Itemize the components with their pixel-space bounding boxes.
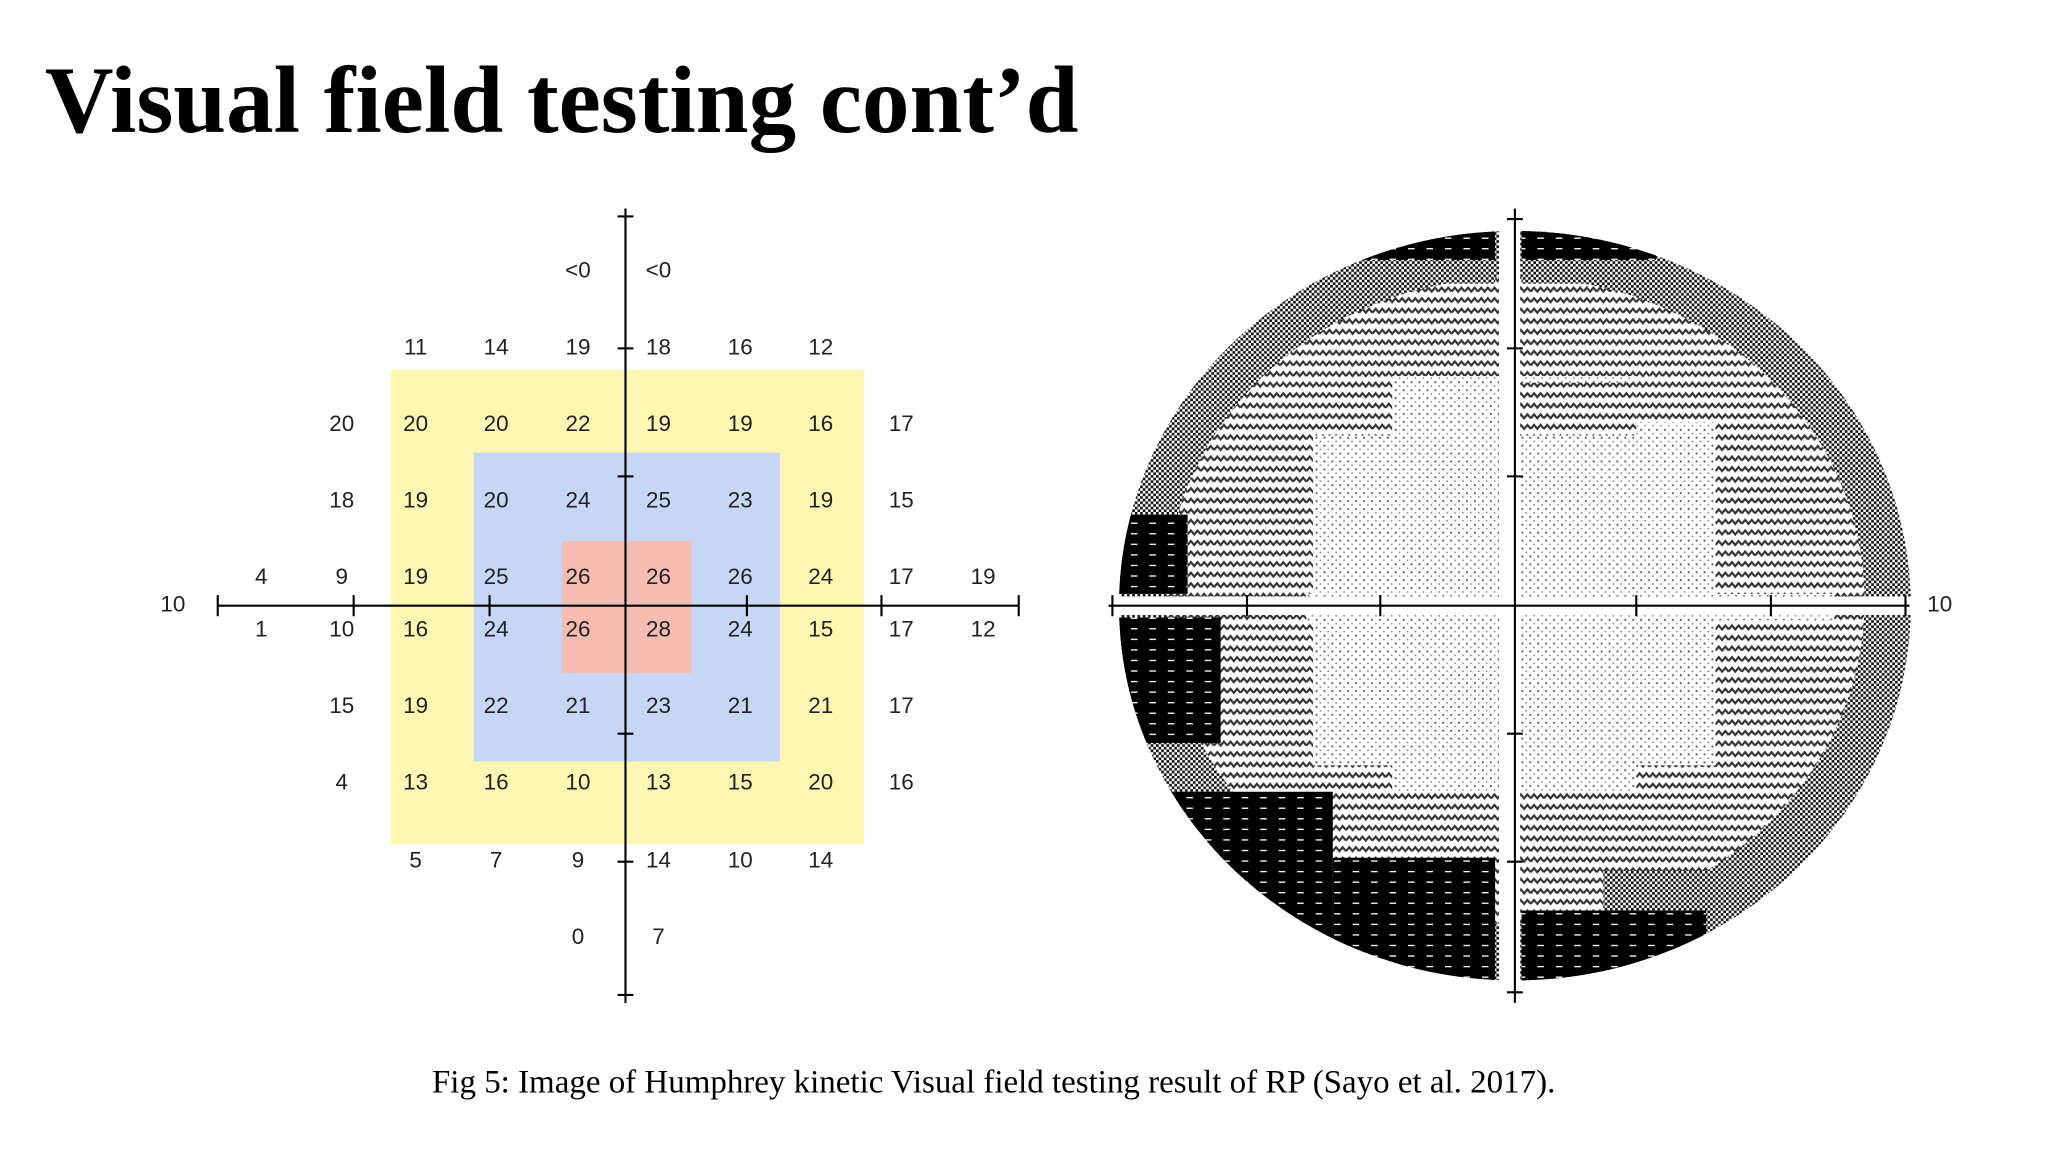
field-value: 19 (646, 411, 671, 436)
field-value: 15 (728, 770, 753, 795)
field-value: 14 (808, 848, 833, 873)
field-value: 16 (728, 334, 753, 359)
field-value: 7 (490, 848, 502, 873)
field-value: 9 (336, 564, 348, 589)
figure-caption: Fig 5: Image of Humphrey kinetic Visual … (432, 1065, 1555, 1101)
field-value: 24 (484, 617, 509, 642)
field-value: 28 (646, 617, 671, 642)
field-value: 20 (329, 411, 354, 436)
field-value: 19 (808, 487, 833, 512)
field-value: 21 (808, 693, 833, 718)
field-value: 22 (484, 693, 509, 718)
field-value: 18 (646, 334, 671, 359)
field-value: 20 (808, 770, 833, 795)
field-value: 22 (566, 411, 591, 436)
field-value: 16 (808, 411, 833, 436)
field-value: 19 (566, 334, 591, 359)
slide-title: Visual field testing cont’d (45, 47, 1079, 153)
field-value: 15 (329, 693, 354, 718)
field-value: 23 (728, 487, 753, 512)
field-value: 24 (566, 487, 591, 512)
field-value: 19 (403, 564, 428, 589)
field-value: 0 (572, 924, 584, 949)
field-value: 19 (971, 564, 996, 589)
field-value: 12 (808, 334, 833, 359)
field-value: 13 (403, 770, 428, 795)
field-value: <0 (646, 258, 672, 283)
field-value: 24 (728, 617, 753, 642)
field-value: 25 (646, 487, 671, 512)
field-value: 7 (652, 924, 664, 949)
field-value: 13 (646, 770, 671, 795)
axis-label: 10 (1927, 592, 1952, 617)
field-value: 19 (728, 411, 753, 436)
field-value: 14 (484, 334, 509, 359)
field-value: 12 (971, 617, 996, 642)
field-value: 25 (484, 564, 509, 589)
field-value: 4 (255, 564, 267, 589)
field-value: 14 (646, 848, 671, 873)
grayscale-map: 10 (1108, 208, 1952, 1003)
field-value: 19 (403, 693, 428, 718)
field-value: 26 (566, 564, 591, 589)
field-value: 18 (329, 487, 354, 512)
field-value: 10 (329, 617, 354, 642)
field-value: 16 (403, 617, 428, 642)
field-value: 21 (728, 693, 753, 718)
field-value: 26 (566, 617, 591, 642)
field-value: 9 (572, 848, 584, 873)
field-value: 5 (409, 848, 421, 873)
field-value: 21 (566, 693, 591, 718)
field-value: 17 (889, 617, 914, 642)
zone-center (562, 541, 692, 673)
field-value: 24 (808, 564, 833, 589)
field-value: 17 (889, 411, 914, 436)
field-value: 16 (889, 770, 914, 795)
field-value: 23 (646, 693, 671, 718)
field-value: 16 (484, 770, 509, 795)
field-value: 4 (336, 770, 348, 795)
field-value: 20 (484, 487, 509, 512)
axes (216, 208, 1020, 1003)
field-value: 1 (255, 617, 267, 642)
axis-label: 10 (160, 592, 185, 617)
field-value: 10 (728, 848, 753, 873)
field-value: <0 (565, 258, 591, 283)
field-value: 17 (889, 564, 914, 589)
field-value: 10 (566, 770, 591, 795)
field-value: 20 (484, 411, 509, 436)
field-value: 11 (404, 334, 427, 359)
field-value: 15 (889, 487, 914, 512)
field-value: 17 (889, 693, 914, 718)
field-value: 26 (646, 564, 671, 589)
field-value: 19 (403, 487, 428, 512)
field-value: 15 (808, 617, 833, 642)
field-value: 26 (728, 564, 753, 589)
field-value: 20 (403, 411, 428, 436)
